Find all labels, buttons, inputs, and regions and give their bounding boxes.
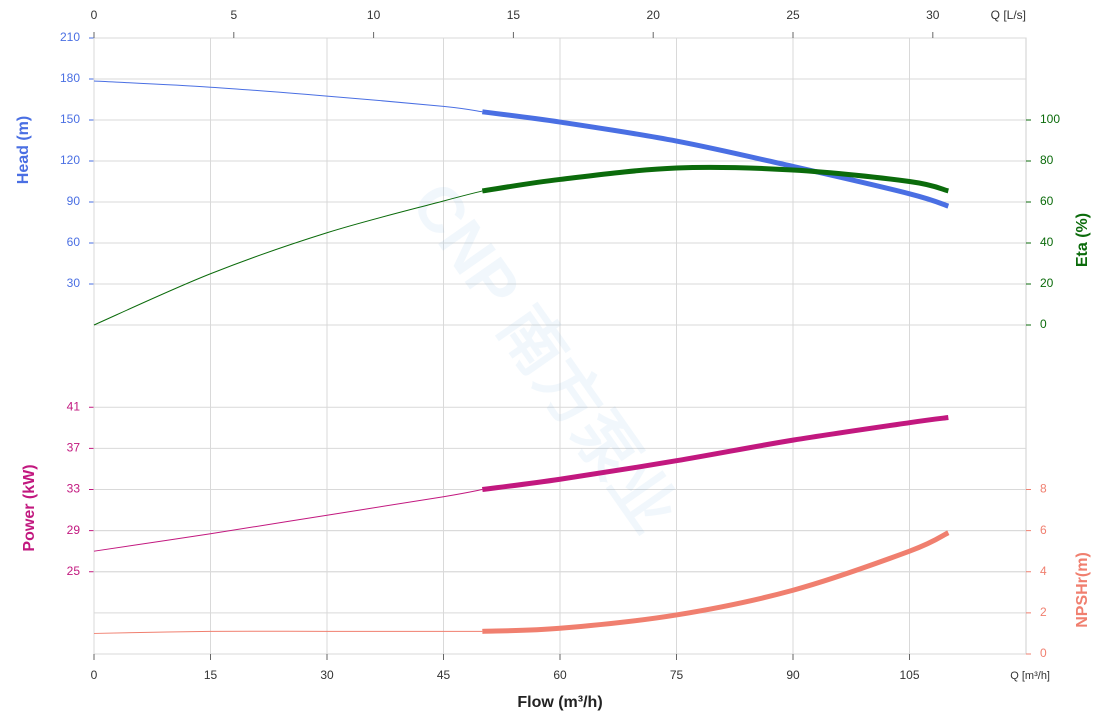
curve-duty xyxy=(482,415,949,492)
x2-tick-label: 5 xyxy=(230,8,237,22)
y2-tick-label: 6 xyxy=(1040,523,1047,537)
x-tick-label: 0 xyxy=(91,668,98,682)
curve-thin xyxy=(93,190,483,326)
x2-tick-label: 25 xyxy=(786,8,800,22)
y-axis-title: Power (kW) xyxy=(21,464,38,551)
y2-tick-label: 100 xyxy=(1040,112,1060,126)
y-tick-label: 37 xyxy=(67,441,81,455)
x2-tick-label: 20 xyxy=(647,8,661,22)
y-tick-label: 60 xyxy=(67,235,81,249)
curve-duty xyxy=(482,109,950,209)
x-tick-label: 60 xyxy=(553,668,567,682)
y-tick-label: 33 xyxy=(67,482,81,496)
y2-tick-label: 40 xyxy=(1040,235,1054,249)
bottom-axis-unit: Q [m³/h] xyxy=(1010,670,1050,682)
y-tick-label: 150 xyxy=(60,112,80,126)
x2-tick-label: 15 xyxy=(507,8,521,22)
y-tick-label: 180 xyxy=(60,71,80,85)
curve-thin xyxy=(93,630,483,634)
y-axis-title: Head (m) xyxy=(15,116,32,184)
x-tick-label: 75 xyxy=(670,668,684,682)
x-tick-label: 105 xyxy=(899,668,919,682)
y2-axis-title: Eta (%) xyxy=(1074,213,1091,267)
y2-tick-label: 0 xyxy=(1040,317,1047,331)
x-tick-label: 15 xyxy=(204,668,218,682)
x2-tick-label: 10 xyxy=(367,8,381,22)
y-tick-label: 30 xyxy=(67,276,81,290)
x-axis-title: Flow (m³/h) xyxy=(517,694,602,711)
y-tick-label: 210 xyxy=(60,30,80,44)
y2-tick-label: 80 xyxy=(1040,153,1054,167)
x-tick-label: 45 xyxy=(437,668,451,682)
y-tick-label: 25 xyxy=(67,564,81,578)
x-tick-label: 30 xyxy=(320,668,334,682)
y-tick-label: 90 xyxy=(67,194,81,208)
curve-duty xyxy=(482,530,950,634)
y2-tick-label: 0 xyxy=(1040,646,1047,660)
y2-tick-label: 2 xyxy=(1040,605,1047,619)
curve-duty xyxy=(481,164,950,194)
curve-thin xyxy=(93,80,483,113)
y2-tick-label: 8 xyxy=(1040,482,1047,496)
y2-axis-title: NPSHr(m) xyxy=(1074,552,1091,628)
curve-thin xyxy=(93,489,483,552)
y2-tick-label: 4 xyxy=(1040,564,1047,578)
top-axis-label: Q [L/s] xyxy=(991,8,1026,22)
y2-tick-label: 60 xyxy=(1040,194,1054,208)
y-tick-label: 29 xyxy=(67,523,81,537)
y-tick-label: 41 xyxy=(67,399,81,413)
marks xyxy=(93,80,950,634)
y2-tick-label: 20 xyxy=(1040,276,1054,290)
y-tick-label: 120 xyxy=(60,153,80,167)
x-tick-label: 90 xyxy=(786,668,800,682)
x2-tick-label: 0 xyxy=(91,8,98,22)
x2-tick-label: 30 xyxy=(926,8,940,22)
